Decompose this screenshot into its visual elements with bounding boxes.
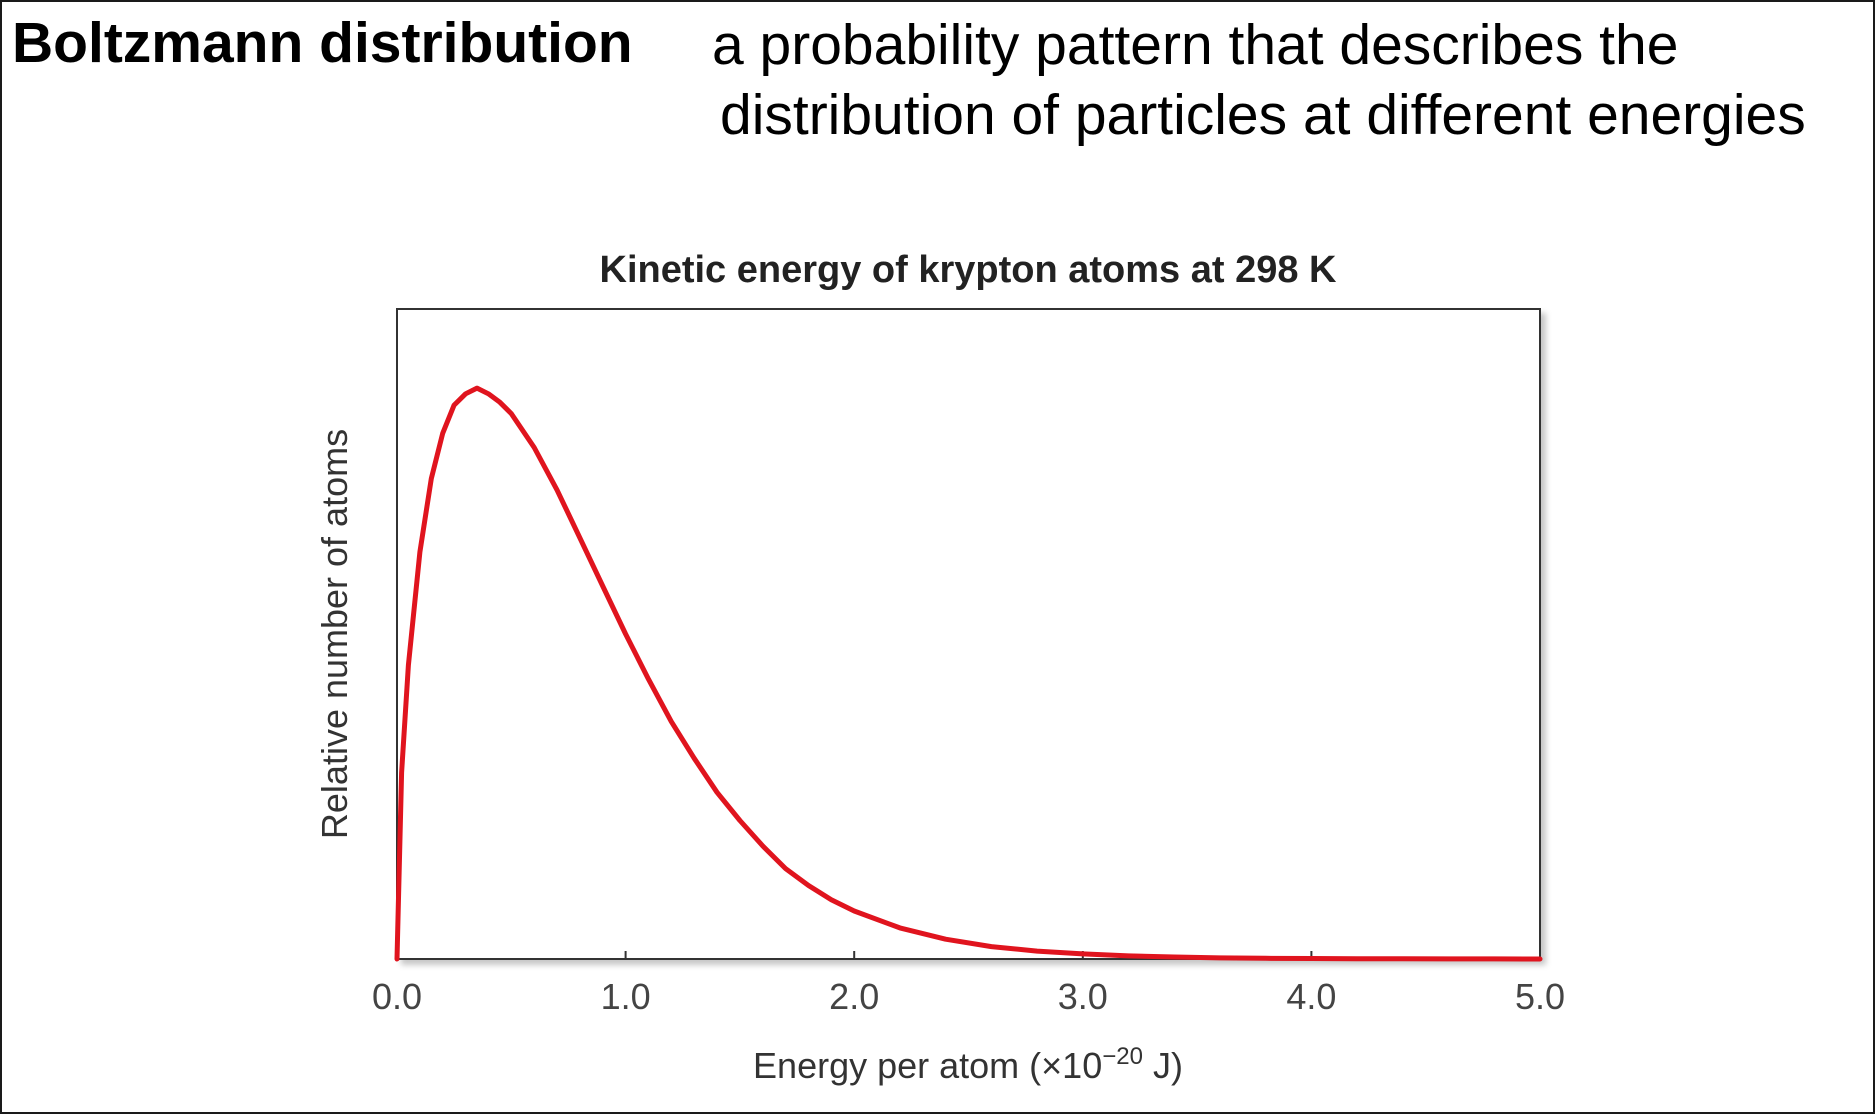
plot-area <box>396 308 1541 960</box>
x-tick-label: 0.0 <box>372 976 422 1017</box>
x-axis-label-suffix: J) <box>1143 1045 1183 1086</box>
x-axis-label-exponent: −20 <box>1102 1043 1143 1070</box>
x-axis-label-prefix: Energy per atom (×10 <box>753 1045 1102 1086</box>
y-axis-label: Relative number of atoms <box>314 429 355 839</box>
x-tick-label: 2.0 <box>829 976 879 1017</box>
chart-title: Kinetic energy of krypton atoms at 298 K <box>600 249 1338 291</box>
slide-definition: a probability pattern that describes the… <box>712 10 1806 150</box>
slide-term: Boltzmann distribution <box>12 11 633 75</box>
definition-line-1: a probability pattern that describes the <box>712 13 1679 77</box>
x-tick-label: 4.0 <box>1286 976 1336 1017</box>
x-tick-label: 5.0 <box>1515 976 1565 1017</box>
x-tick-label: 3.0 <box>1058 976 1108 1017</box>
x-tick-label: 1.0 <box>601 976 651 1017</box>
series-line <box>394 385 1543 962</box>
definition-line-2: distribution of particles at different e… <box>720 83 1806 147</box>
x-axis-label: Energy per atom (×10−20 J) <box>753 1043 1183 1086</box>
